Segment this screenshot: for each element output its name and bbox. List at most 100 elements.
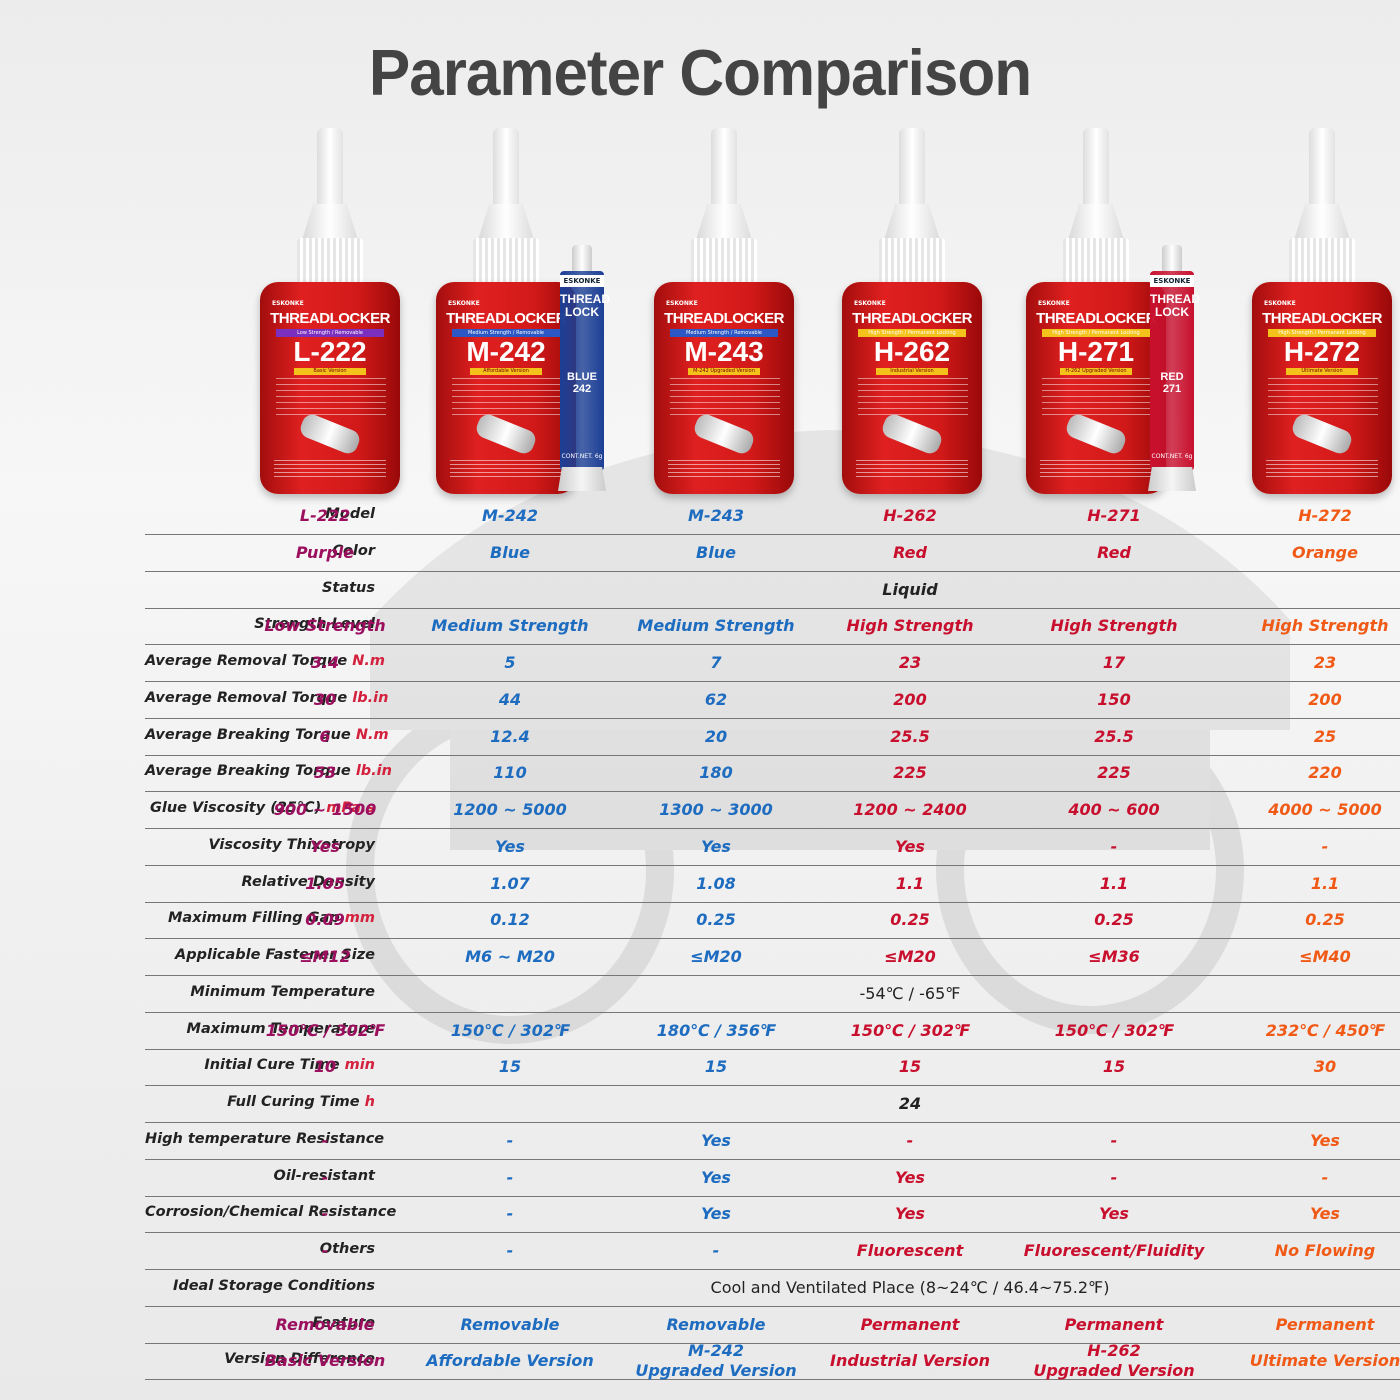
- bottle-label: ESKONKE THREADLOCKER High Strength / Perma…: [1026, 282, 1166, 494]
- table-cell: 0.25: [890, 910, 930, 930]
- table-row: Minimum Temperature -54℃ / -65℉: [145, 976, 1400, 1013]
- table-cell: Red: [893, 542, 927, 562]
- strength-strip: High Strength / Permanent Locking: [858, 329, 966, 337]
- row-label: Feature: [145, 1307, 375, 1343]
- row-label: Ideal Storage Conditions: [145, 1270, 375, 1306]
- table-row: Maximum Temperature 150℃ / 302℉ 150℃ / 302…: [145, 1013, 1400, 1050]
- table-cell: 6: [319, 726, 331, 746]
- version-badge: Industrial Version: [876, 368, 948, 375]
- product-name: THREADLOCKER: [1036, 310, 1156, 327]
- table-cell: 15: [1102, 1057, 1126, 1077]
- table-cell: Yes: [701, 1130, 731, 1150]
- table-cell: Permanent: [860, 1314, 960, 1334]
- table-cell: Basic Version: [264, 1351, 386, 1371]
- product-name: THREADLOCKER: [1262, 310, 1382, 327]
- table-cell: Yes: [895, 1204, 925, 1224]
- row-label-text: Feature: [312, 1314, 375, 1331]
- table-cell: 30: [1313, 1057, 1337, 1077]
- table-cell: Removable: [275, 1314, 375, 1334]
- bottle-nozzle: [899, 128, 925, 208]
- bottle-cap: [297, 238, 363, 288]
- product-bottle: ESKONKE THREADLOCKER High Strength / Perma…: [1252, 128, 1392, 494]
- bolt-icon: [297, 411, 363, 457]
- table-cell: 30: [313, 689, 337, 709]
- product-tube: ESKONKE THREAD LOCK BLUE 242 CONT.NET. 6g: [558, 245, 610, 495]
- table-cell: 17: [1102, 653, 1126, 672]
- table-cell: 15: [898, 1057, 922, 1077]
- table-cell: Yes: [310, 836, 340, 856]
- table-cell: 12.4: [490, 726, 530, 746]
- table-cell: -: [712, 1241, 720, 1260]
- table-row: Glue Viscosity (25℃) mPa.s 900 ~ 1500 1200…: [145, 792, 1400, 829]
- table-cell: High Strength: [1050, 616, 1178, 636]
- feature-list-graphic: [276, 378, 386, 418]
- row-unit: min: [344, 1057, 375, 1074]
- table-cell: Affordable Version: [426, 1351, 594, 1371]
- bolt-icon: [691, 411, 757, 457]
- table-cell: -: [506, 1241, 514, 1260]
- row-label-text: Applicable Fastener Size: [175, 947, 375, 963]
- row-label-text: Maximum Filling Gap: [168, 910, 345, 927]
- row-label-text: Color: [332, 542, 375, 559]
- row-label: Model: [145, 498, 375, 534]
- table-cell: 110: [493, 763, 527, 783]
- product-model: M-242: [466, 336, 546, 367]
- table-cell: Permanent: [1275, 1314, 1375, 1334]
- row-label: Strength Level: [145, 608, 375, 644]
- table-cell: H-262 Upgraded Version: [1033, 1341, 1195, 1381]
- product-model: M-243: [684, 336, 764, 367]
- table-row: Initial Cure Time min 10 15 15 15 15 30: [145, 1049, 1400, 1087]
- bottle-nozzle: [1083, 128, 1109, 208]
- table-cell: 62: [704, 689, 728, 709]
- bolt-icon: [473, 411, 539, 457]
- background-car-illustration: [346, 430, 1290, 1044]
- version-badge: Ultimate Version: [1286, 368, 1358, 375]
- table-cell: 7: [710, 653, 722, 672]
- table-row: Viscosity Thixotropy Yes Yes Yes Yes - -: [145, 829, 1400, 866]
- table-cell: 0.25: [696, 910, 736, 930]
- table-row: Oil-resistant - - Yes Yes - -: [145, 1160, 1400, 1197]
- bottle-neck: [884, 204, 940, 240]
- table-cell: Fluorescent/Fluidity: [1023, 1241, 1205, 1260]
- table-cell: 44: [498, 689, 522, 709]
- row-unit: mm: [344, 910, 375, 927]
- table-cell: -: [321, 1130, 329, 1150]
- table-cell: 220: [1308, 763, 1342, 783]
- table-cell: M-242: [482, 506, 538, 525]
- product-name: THREADLOCKER: [852, 310, 972, 327]
- table-cell: 20: [704, 726, 728, 746]
- product-bottle: ESKONKE THREADLOCKER High Strength / Perma…: [842, 128, 982, 494]
- table-cell: 10: [313, 1057, 337, 1077]
- table-cell: 1.1: [1310, 873, 1340, 893]
- feature-list-graphic: [858, 378, 968, 418]
- product-bottle: ESKONKE THREADLOCKER Low Strength / Remova…: [260, 128, 400, 494]
- version-badge: M-242 Upgraded Version: [688, 368, 760, 375]
- caution-text-graphic: [1040, 460, 1152, 480]
- table-cell: 150℃ / 302℉: [450, 1020, 570, 1040]
- table-cell: Yes: [495, 836, 525, 856]
- row-label-text: Status: [321, 579, 375, 596]
- table-cell: 25: [1313, 726, 1337, 746]
- bottle-neck: [696, 204, 752, 240]
- table-cell: -: [906, 1130, 914, 1150]
- table-cell: High Strength: [1261, 616, 1389, 636]
- table-row: Average Breaking Torque N.m 6 12.4 20 25.5 25…: [145, 719, 1400, 756]
- row-label: Average Removal Torque lb.in: [145, 682, 388, 718]
- table-row: Average Removal Torque lb.in 30 44 62 200 150…: [145, 682, 1400, 719]
- table-row: Others - - - Fluorescent Fluorescent/Fluidity…: [145, 1233, 1400, 1270]
- bottle-neck: [302, 204, 358, 240]
- table-cell: Low Strength: [264, 616, 386, 636]
- table-row: Average Breaking Torque lb.in 53 110 180 225…: [145, 755, 1400, 793]
- row-label-text: Others: [319, 1241, 375, 1257]
- table-cell: 15: [704, 1057, 728, 1077]
- row-unit: N.m: [355, 726, 389, 743]
- bottle-label: ESKONKE THREADLOCKER High Strength / Perma…: [1252, 282, 1392, 494]
- table-cell: 4000 ~ 5000: [1268, 800, 1382, 819]
- row-label: Average Breaking Torque lb.in: [145, 755, 392, 791]
- table-cell: M-242 Upgraded Version: [635, 1341, 797, 1381]
- feature-list-graphic: [670, 378, 780, 418]
- row-label-text: Average Breaking Torque: [145, 726, 356, 743]
- table-cell: 200: [1308, 689, 1342, 709]
- table-cell: -: [321, 1204, 329, 1224]
- table-row: Average Removal Torque N.m 3.4 5 7 23 17 23: [145, 645, 1400, 682]
